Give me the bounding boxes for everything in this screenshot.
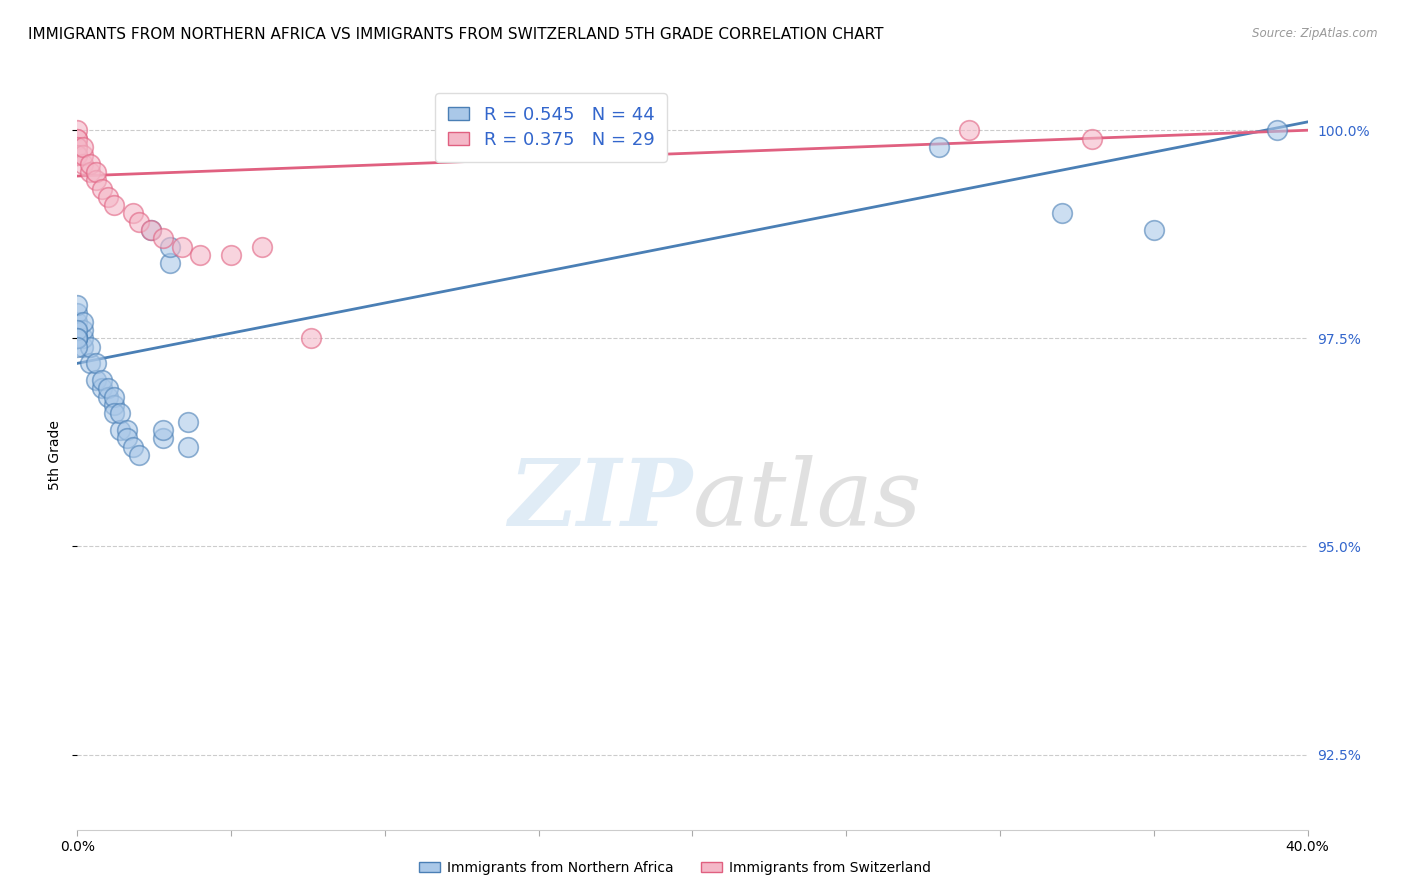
Text: Source: ZipAtlas.com: Source: ZipAtlas.com xyxy=(1253,27,1378,40)
Point xyxy=(72,340,94,354)
Point xyxy=(79,356,101,370)
Point xyxy=(66,131,89,145)
Point xyxy=(66,323,89,337)
Point xyxy=(1050,206,1073,220)
Point xyxy=(103,406,125,420)
Point xyxy=(219,248,242,262)
Point xyxy=(110,423,132,437)
Point xyxy=(90,181,114,195)
Point xyxy=(66,140,89,154)
Point xyxy=(128,448,150,462)
Legend: Immigrants from Northern Africa, Immigrants from Switzerland: Immigrants from Northern Africa, Immigra… xyxy=(413,855,936,880)
Point xyxy=(121,440,143,454)
Point xyxy=(66,331,89,345)
Y-axis label: 5th Grade: 5th Grade xyxy=(48,420,62,490)
Point xyxy=(97,390,120,404)
Point xyxy=(170,240,193,254)
Point xyxy=(177,415,200,429)
Point xyxy=(1143,223,1166,237)
Point xyxy=(152,431,174,445)
Point xyxy=(72,156,94,170)
Text: ZIP: ZIP xyxy=(508,455,693,545)
Point xyxy=(103,198,125,212)
Point xyxy=(66,331,89,345)
Point xyxy=(79,340,101,354)
Point xyxy=(79,156,101,170)
Point xyxy=(97,190,120,204)
Point xyxy=(141,223,163,237)
Point xyxy=(72,148,94,162)
Point xyxy=(66,331,89,345)
Point xyxy=(84,173,107,187)
Point xyxy=(1265,123,1288,137)
Point xyxy=(90,373,114,387)
Point xyxy=(66,323,89,337)
Point xyxy=(121,206,143,220)
Point xyxy=(159,256,181,270)
Point xyxy=(72,323,94,337)
Text: atlas: atlas xyxy=(693,455,922,545)
Point xyxy=(128,215,150,229)
Point xyxy=(103,390,125,404)
Point xyxy=(66,140,89,154)
Point xyxy=(152,423,174,437)
Point xyxy=(66,331,89,345)
Point xyxy=(72,331,94,345)
Point xyxy=(90,381,114,395)
Point xyxy=(84,356,107,370)
Point xyxy=(115,431,138,445)
Point xyxy=(188,248,212,262)
Point xyxy=(66,331,89,345)
Point xyxy=(66,331,89,345)
Point xyxy=(1081,131,1104,145)
Point xyxy=(177,440,200,454)
Point xyxy=(79,165,101,179)
Point xyxy=(84,165,107,179)
Point xyxy=(141,223,163,237)
Point xyxy=(250,240,273,254)
Point xyxy=(957,123,980,137)
Text: IMMIGRANTS FROM NORTHERN AFRICA VS IMMIGRANTS FROM SWITZERLAND 5TH GRADE CORRELA: IMMIGRANTS FROM NORTHERN AFRICA VS IMMIG… xyxy=(28,27,883,42)
Point xyxy=(97,381,120,395)
Point xyxy=(115,423,138,437)
Point xyxy=(66,306,89,320)
Point xyxy=(299,331,322,345)
Point xyxy=(66,298,89,312)
Legend: R = 0.545   N = 44, R = 0.375   N = 29: R = 0.545 N = 44, R = 0.375 N = 29 xyxy=(434,93,666,161)
Point xyxy=(152,231,174,245)
Point xyxy=(66,148,89,162)
Point xyxy=(66,315,89,329)
Point xyxy=(928,140,950,154)
Point xyxy=(84,373,107,387)
Point xyxy=(110,406,132,420)
Point xyxy=(66,340,89,354)
Point xyxy=(66,148,89,162)
Point xyxy=(66,123,89,137)
Point xyxy=(159,240,181,254)
Point xyxy=(66,131,89,145)
Point xyxy=(103,398,125,412)
Point xyxy=(72,140,94,154)
Point xyxy=(72,315,94,329)
Point xyxy=(66,148,89,162)
